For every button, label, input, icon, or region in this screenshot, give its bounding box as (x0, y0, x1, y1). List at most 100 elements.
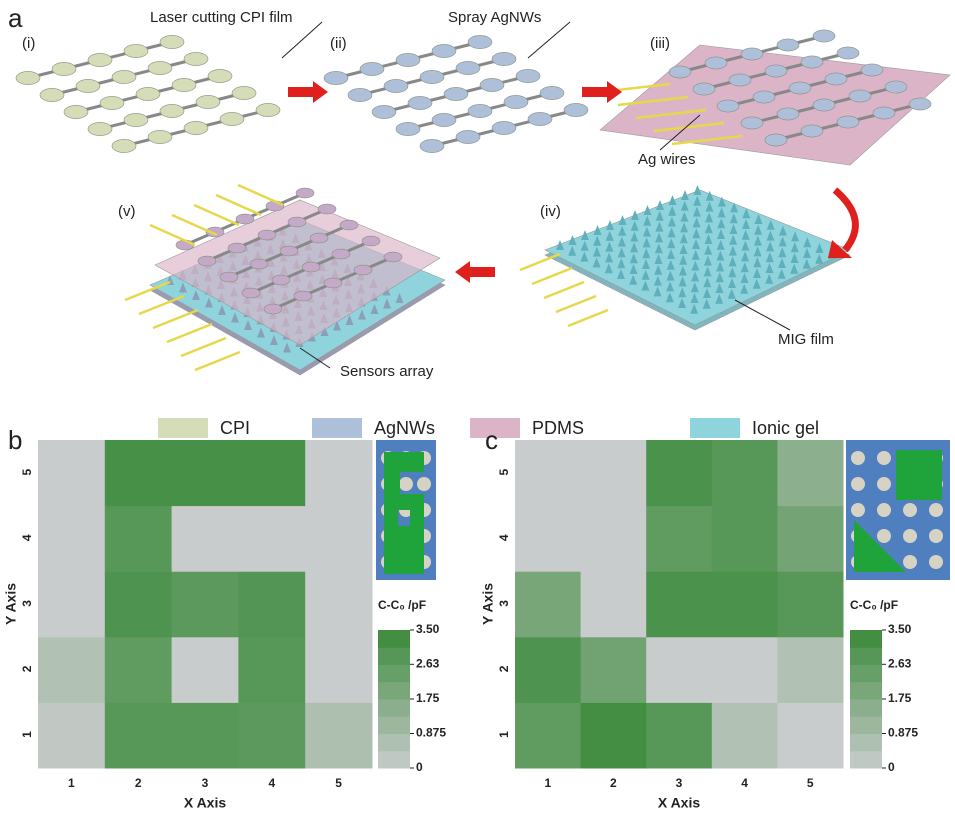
colorbar-step (850, 699, 882, 717)
pad (250, 259, 268, 269)
colorbar-step (378, 751, 410, 769)
pad (516, 69, 540, 82)
y-tick-label: 1 (497, 731, 511, 738)
heat-cell (581, 440, 647, 506)
heat-cell (238, 506, 305, 572)
inset-pad (851, 451, 865, 465)
pointer (735, 300, 790, 330)
x-tick-label: 1 (68, 776, 75, 790)
pad (705, 57, 727, 69)
y-tick-label: 2 (497, 665, 511, 672)
heat-cell (712, 440, 778, 506)
inset-pad (399, 477, 413, 491)
pad (280, 246, 298, 256)
pad (264, 304, 282, 314)
heat-cell (38, 506, 105, 572)
pad (208, 69, 232, 82)
pad (76, 79, 100, 92)
colorbar-tick-label: 2.63 (416, 656, 440, 670)
x-tick-label: 4 (268, 776, 275, 790)
pad (564, 103, 588, 116)
colorbar-step (378, 665, 410, 683)
heat-cell (105, 440, 172, 506)
pad (492, 121, 516, 134)
pad (88, 53, 112, 66)
inset-pad (877, 477, 891, 491)
y-tick-label: 2 (20, 665, 34, 672)
pad (837, 116, 859, 128)
pad (198, 256, 216, 266)
pad (228, 243, 246, 253)
pad (340, 220, 358, 230)
inset-pad (903, 555, 917, 569)
heat-cell (646, 506, 712, 572)
heat-cell (105, 571, 172, 637)
x-tick-label: 5 (807, 776, 814, 790)
pad (693, 83, 715, 95)
colorbar-tick-label: 1.75 (416, 691, 440, 705)
step-label: (iv) (540, 203, 561, 220)
pad (172, 78, 196, 91)
pad (396, 53, 420, 66)
wire (195, 352, 240, 370)
pointer (528, 22, 570, 58)
pad (184, 121, 208, 134)
wire (181, 338, 226, 356)
y-axis-title: Y Axis (3, 583, 19, 625)
heat-cell (646, 637, 712, 703)
inset-pad (851, 503, 865, 517)
colorbar-tick-label: 0.875 (416, 726, 446, 740)
pad (112, 139, 136, 152)
colorbar-tick-label: 1.75 (888, 691, 912, 705)
annotation: MIG film (778, 331, 834, 348)
pad (360, 62, 384, 75)
pad (837, 47, 859, 59)
colorbar-step (850, 630, 882, 648)
pad (801, 125, 823, 137)
legend-swatch (312, 418, 362, 438)
colorbar-step (850, 665, 882, 683)
heat-cell (305, 702, 372, 768)
wire (568, 310, 608, 326)
colorbar-tick-label: 0.875 (888, 726, 918, 740)
pad (40, 88, 64, 101)
pad (729, 74, 751, 86)
inset-pad (903, 503, 917, 517)
wire (150, 225, 195, 245)
heat-cell (38, 440, 105, 506)
panel-label: a (8, 3, 23, 33)
pad (242, 288, 260, 298)
pad (741, 117, 763, 129)
pad (160, 104, 184, 117)
heat-cell (305, 571, 372, 637)
pad (258, 230, 276, 240)
pad (813, 99, 835, 111)
pad (124, 113, 148, 126)
arrow (835, 190, 855, 250)
pad (432, 113, 456, 126)
wire (556, 296, 596, 312)
heat-cell (305, 440, 372, 506)
pad (825, 73, 847, 85)
heat-cell (515, 506, 581, 572)
heat-cell (777, 506, 843, 572)
colorbar-step (378, 630, 410, 648)
heat-cell (712, 637, 778, 703)
pad (88, 122, 112, 135)
x-tick-label: 1 (544, 776, 551, 790)
step-label: (ii) (330, 35, 347, 52)
y-tick-label: 4 (20, 534, 34, 541)
pad (294, 291, 312, 301)
inset-pad (877, 451, 891, 465)
inset-pad (929, 503, 943, 517)
inset-shape (896, 450, 942, 500)
heat-cell (105, 506, 172, 572)
wire (167, 324, 212, 342)
pad (112, 70, 136, 83)
wire (238, 185, 283, 205)
inset-pad (903, 529, 917, 543)
heat-cell (712, 571, 778, 637)
pad (332, 249, 350, 259)
pad (741, 48, 763, 60)
x-axis-title: X Axis (184, 795, 226, 811)
